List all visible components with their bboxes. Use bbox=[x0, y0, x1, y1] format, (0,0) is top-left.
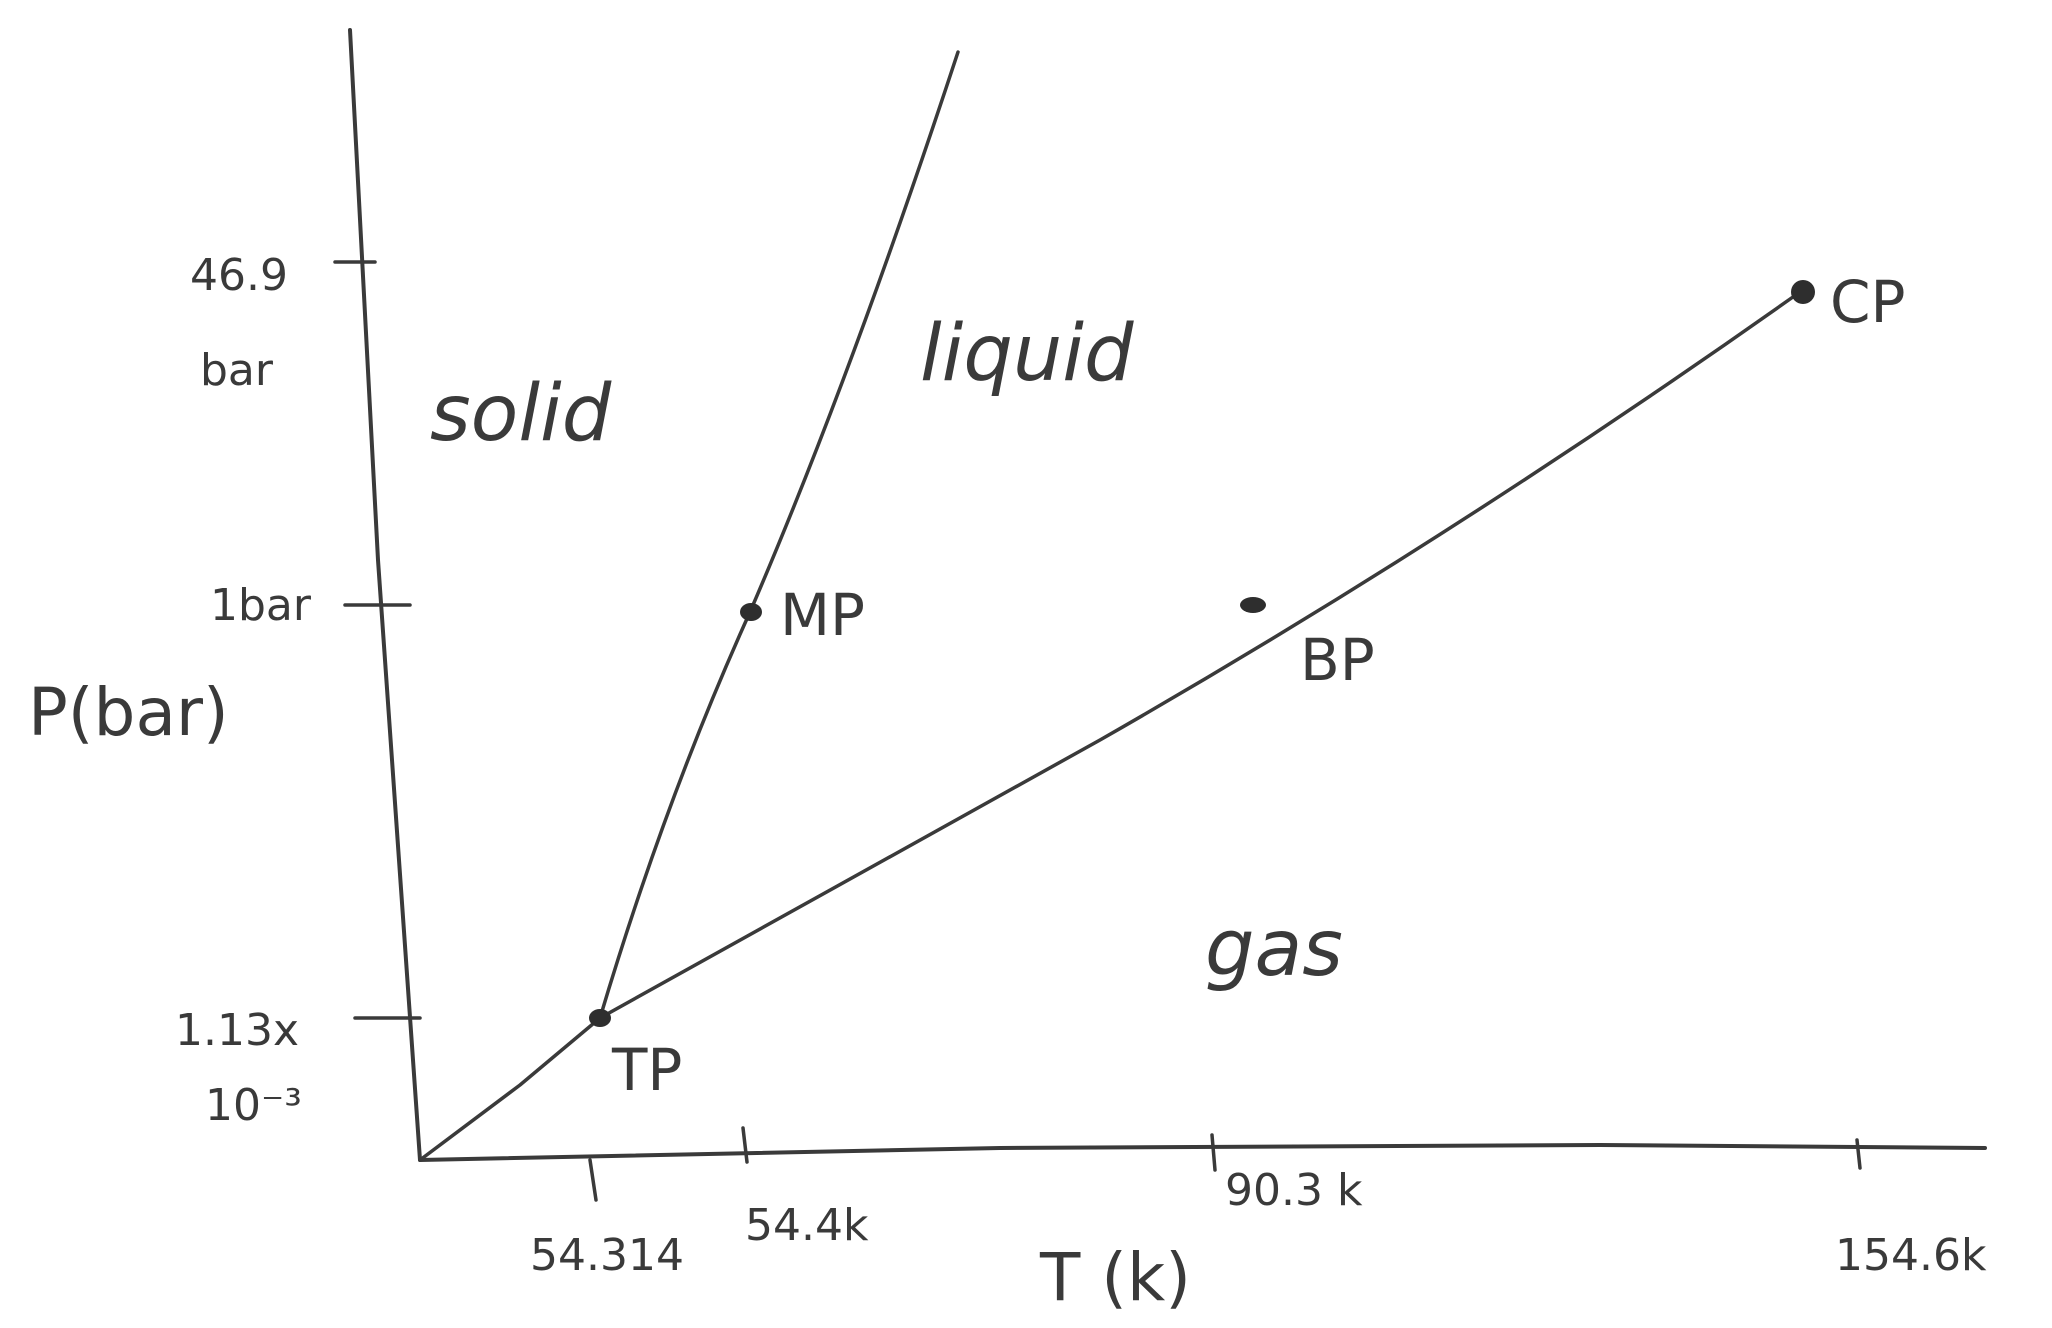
x-tick-label-4: 154.6k bbox=[1835, 1230, 1987, 1281]
x-tick-label-1: 54.314 bbox=[530, 1230, 684, 1281]
x-axis-title: T (k) bbox=[1039, 1239, 1191, 1316]
critical-point-label: CP bbox=[1830, 268, 1905, 336]
y-axis-title: P(bar) bbox=[28, 674, 229, 751]
melting-point-label: MP bbox=[780, 581, 865, 649]
x-tick-3 bbox=[1210, 1133, 1217, 1172]
x-axis bbox=[418, 1143, 1987, 1162]
x-tick-2 bbox=[741, 1126, 749, 1164]
boiling-point-marker bbox=[1240, 597, 1266, 613]
y-tick-label-1-unit: bar bbox=[200, 345, 274, 396]
y-tick-label-3-exp: 10⁻³ bbox=[205, 1080, 302, 1131]
x-tick-label-2: 54.4k bbox=[745, 1200, 869, 1251]
melting-curve bbox=[598, 50, 960, 1020]
y-axis bbox=[348, 28, 422, 1162]
gas-region-label: gas bbox=[1205, 904, 1343, 994]
vaporization-curve bbox=[598, 290, 1802, 1020]
x-tick-4 bbox=[1855, 1138, 1862, 1170]
triple-point-label: TP bbox=[611, 1036, 682, 1104]
x-tick-label-3: 90.3 k bbox=[1225, 1165, 1363, 1216]
y-tick-label-2: 1bar bbox=[210, 580, 312, 631]
y-tick-label-3: 1.13x bbox=[175, 1005, 299, 1056]
y-tick-label-1: 46.9 bbox=[190, 250, 288, 301]
solid-region-label: solid bbox=[430, 369, 612, 459]
liquid-region-label: liquid bbox=[920, 309, 1134, 399]
critical-point-marker bbox=[1791, 280, 1815, 304]
boiling-point-label: BP bbox=[1300, 626, 1375, 694]
sublimation-curve bbox=[418, 1016, 602, 1162]
melting-point-marker bbox=[740, 603, 762, 621]
x-tick-1 bbox=[588, 1158, 598, 1202]
triple-point-marker bbox=[589, 1009, 611, 1027]
